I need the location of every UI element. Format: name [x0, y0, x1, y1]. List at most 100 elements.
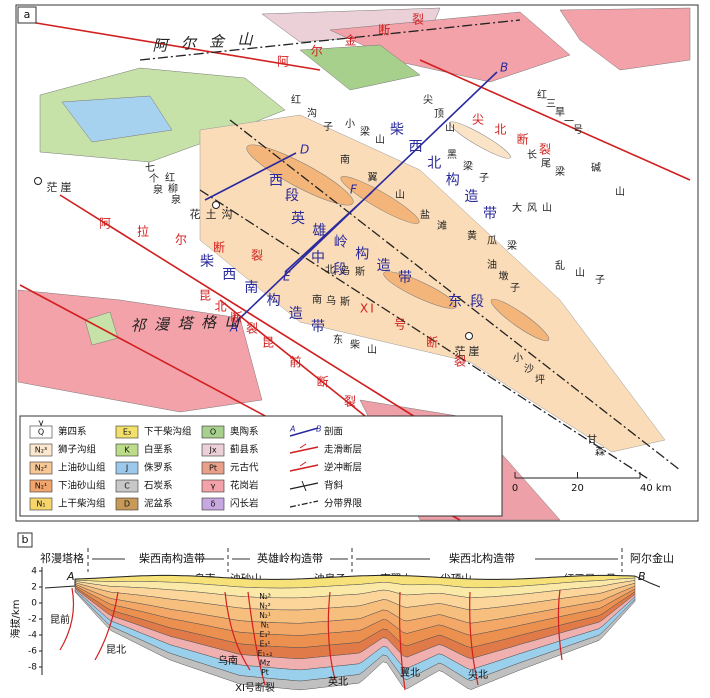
legend-line [289, 464, 319, 472]
scale-label: 40 km [640, 483, 671, 494]
legend-line [289, 500, 319, 508]
section-end: A [66, 570, 75, 583]
fault-label: XI号断裂 [235, 681, 275, 694]
unit-granite [559, 7, 691, 71]
legend-name: 石炭系 [144, 481, 173, 492]
legend-name: 闪长岩 [230, 498, 259, 510]
panel-label-box [17, 6, 37, 24]
section-fault [327, 591, 336, 681]
legend-swatch [115, 479, 139, 493]
stratum-label: Mz [260, 659, 270, 668]
legend-swatch [115, 461, 139, 475]
scale-label: 20 [571, 483, 584, 494]
profile-point: B [500, 61, 508, 75]
legend-symbol: N₂¹ [35, 482, 47, 491]
fault-label: 昆前 [50, 613, 70, 626]
map-label: 祁漫塔格山 [130, 313, 240, 335]
profile-point: A [229, 321, 238, 335]
legend-name: 下干柴沟组 [144, 426, 192, 438]
zone-label: 阿尔金山 [630, 551, 674, 565]
stratum-label: N₂³ [259, 592, 271, 601]
legend-line [299, 461, 307, 467]
legend-name: 第四系 [58, 426, 87, 438]
legend-name: 泥盆系 [144, 498, 173, 510]
legend-end: A [289, 425, 295, 434]
zone-label: 柴西北构造带 [449, 551, 515, 565]
section: b [17, 532, 623, 572]
fault-label: 乌南 [218, 654, 238, 667]
anticline-core [340, 176, 420, 224]
legend-symbol: D [124, 500, 130, 509]
legend-symbol: N₁ [36, 500, 45, 509]
y-tick-label: -4 [28, 631, 37, 641]
legend-swatch [115, 425, 139, 439]
legend-symbol: δ [211, 500, 216, 509]
legend-box [19, 415, 503, 517]
legend-name: 蓟县系 [230, 444, 259, 456]
legend-swatch [115, 443, 139, 457]
fault-label: 昆北 [106, 644, 126, 656]
legend-symbol: E₃ [123, 428, 131, 437]
unit-o [299, 44, 421, 91]
fault-label: 尖北 [468, 668, 488, 681]
legend-name: 狮子沟组 [58, 444, 97, 456]
y-tick-label: 4 [31, 567, 37, 577]
legend-swatch [201, 425, 225, 439]
section-fault [398, 591, 406, 691]
legend-swatch [29, 497, 53, 511]
legend-name: 元古代 [230, 462, 259, 474]
y-tick-label: 0 [31, 599, 37, 609]
legend-swatch [29, 461, 53, 475]
legend-swatch [201, 461, 225, 475]
y-tick-label: -2 [28, 615, 37, 625]
legend-line [299, 443, 307, 449]
panel-label: b [22, 533, 29, 546]
map: a [15, 4, 699, 522]
legend-line [301, 480, 307, 492]
section-fault [59, 587, 75, 651]
legend-symbol: Jx [208, 446, 216, 455]
y-tick-label: -6 [28, 647, 37, 657]
legend-name: 花岗岩 [230, 480, 259, 492]
town-marker [34, 177, 42, 185]
profile-line [204, 71, 498, 323]
stratum-label: E₃¹ [260, 640, 271, 649]
legend-name: 侏罗系 [144, 463, 173, 474]
section-fault [247, 591, 266, 686]
stratum-label: N₂² [259, 602, 271, 611]
map-label: 北乌斯 [325, 264, 365, 278]
legend-name: 奥陶系 [230, 426, 259, 438]
legend-name: 下油砂山组 [58, 480, 106, 492]
legend-note: γ [38, 419, 44, 429]
profile-point: D [300, 143, 309, 157]
profile-point: E [283, 270, 291, 284]
panel-label-box [17, 532, 33, 548]
map-label: 花土沟 [190, 208, 233, 221]
anticline-core [383, 271, 457, 309]
legend-name: 上干柴沟组 [58, 498, 106, 510]
legend-name: 分带界限 [324, 499, 363, 510]
legend-name: 走滑断层 [324, 444, 362, 456]
legend-line [289, 446, 319, 454]
section-fault [469, 591, 479, 686]
map-label: 南乌斯 [312, 293, 350, 308]
y-axis-label: 海拔/km [9, 600, 22, 639]
section-end: B [638, 570, 646, 583]
panel-label: a [24, 8, 31, 21]
y-tick-label: -8 [28, 663, 37, 673]
stratum-label: E₃² [260, 630, 271, 639]
zone-boundary [139, 19, 681, 481]
section-fault [94, 591, 119, 661]
anticline-core [490, 298, 550, 342]
y-tick-label: 2 [31, 583, 37, 593]
zone-label: 祁漫塔格 [40, 551, 84, 565]
stratum-label: E₁₊₂ [258, 649, 273, 658]
fault-label: 翼北 [400, 667, 420, 679]
town-marker [465, 332, 473, 340]
surface [44, 574, 661, 589]
section-fault [224, 591, 251, 671]
unit-j [61, 95, 173, 143]
legend-symbol: N₂² [35, 464, 47, 473]
legend-symbol: K [124, 446, 130, 455]
